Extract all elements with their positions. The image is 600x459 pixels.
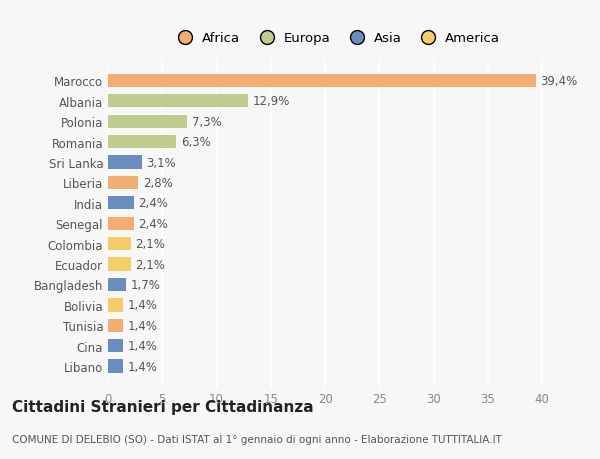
- Text: 2,4%: 2,4%: [139, 217, 168, 230]
- Text: 2,1%: 2,1%: [135, 258, 165, 271]
- Bar: [108, 74, 536, 88]
- Bar: [108, 339, 123, 353]
- Bar: [108, 299, 123, 312]
- Text: COMUNE DI DELEBIO (SO) - Dati ISTAT al 1° gennaio di ogni anno - Elaborazione TU: COMUNE DI DELEBIO (SO) - Dati ISTAT al 1…: [12, 434, 502, 444]
- Text: 2,8%: 2,8%: [143, 177, 172, 190]
- Bar: [108, 197, 134, 210]
- Text: 1,4%: 1,4%: [128, 360, 157, 373]
- Text: Cittadini Stranieri per Cittadinanza: Cittadini Stranieri per Cittadinanza: [12, 399, 314, 414]
- Text: 3,1%: 3,1%: [146, 156, 176, 169]
- Bar: [108, 237, 131, 251]
- Text: 2,4%: 2,4%: [139, 197, 168, 210]
- Bar: [108, 176, 139, 190]
- Text: 1,4%: 1,4%: [128, 340, 157, 353]
- Text: 7,3%: 7,3%: [191, 116, 221, 129]
- Text: 1,4%: 1,4%: [128, 319, 157, 332]
- Text: 1,4%: 1,4%: [128, 299, 157, 312]
- Bar: [108, 360, 123, 373]
- Bar: [108, 278, 127, 291]
- Bar: [108, 95, 248, 108]
- Text: 6,3%: 6,3%: [181, 136, 211, 149]
- Text: 2,1%: 2,1%: [135, 238, 165, 251]
- Bar: [108, 319, 123, 332]
- Bar: [108, 136, 176, 149]
- Legend: Africa, Europa, Asia, America: Africa, Europa, Asia, America: [166, 27, 506, 50]
- Bar: [108, 156, 142, 169]
- Text: 39,4%: 39,4%: [540, 75, 577, 88]
- Text: 1,7%: 1,7%: [131, 278, 161, 291]
- Text: 12,9%: 12,9%: [253, 95, 290, 108]
- Bar: [108, 217, 134, 230]
- Bar: [108, 258, 131, 271]
- Bar: [108, 115, 187, 129]
